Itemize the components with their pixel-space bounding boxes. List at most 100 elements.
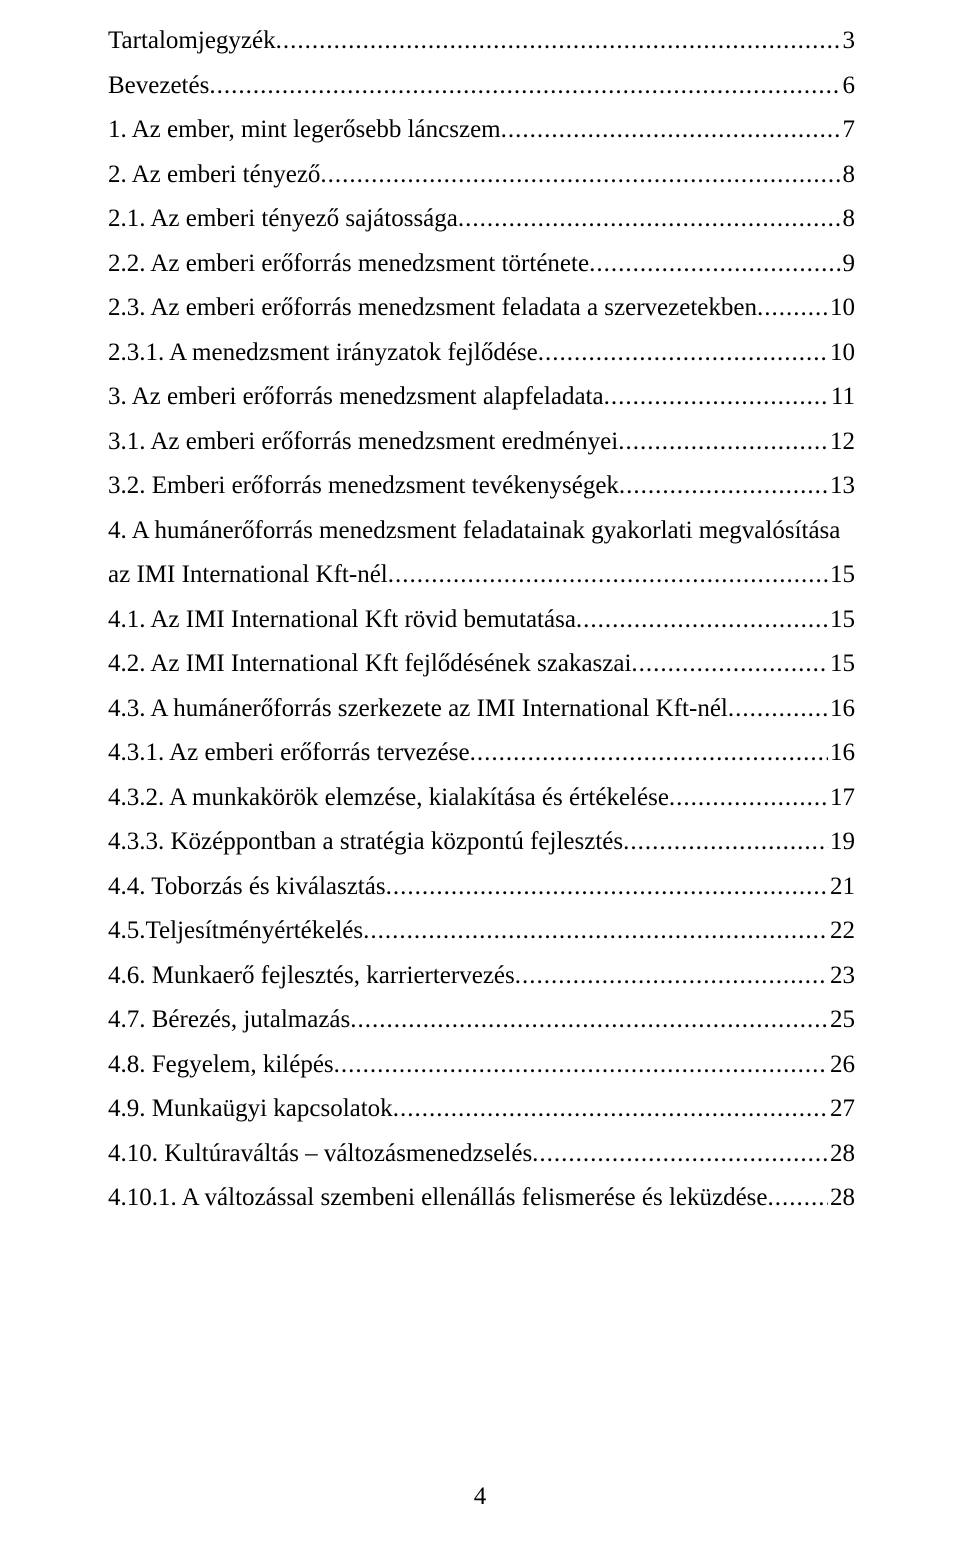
- toc-entry: 4.7. Bérezés, jutalmazás 25: [108, 1007, 855, 1032]
- toc-entry-title: 4.3. A humánerőforrás szerkezete az IMI …: [108, 696, 728, 721]
- toc-entry-page: 15: [828, 607, 855, 632]
- toc-entry-title: 3.1. Az emberi erőforrás menedzsment ere…: [108, 429, 618, 454]
- toc-entry: 2.3.1. A menedzsment irányzatok fejlődés…: [108, 340, 855, 365]
- toc-entry-page: 15: [828, 562, 855, 587]
- toc-entry-title: Tartalomjegyzék: [108, 28, 276, 53]
- toc-leader-dots: [618, 429, 828, 454]
- toc-leader-dots: [669, 785, 828, 810]
- toc-entry-title: 4.9. Munkaügyi kapcsolatok: [108, 1096, 393, 1121]
- toc-entry-page: 9: [841, 251, 856, 276]
- toc-entry: 1. Az ember, mint legerősebb láncszem 7: [108, 117, 855, 142]
- toc-entry-page: 12: [828, 429, 855, 454]
- toc-entry-title: 4.4. Toborzás és kiválasztás: [108, 874, 386, 899]
- toc-entry: 4.4. Toborzás és kiválasztás 21: [108, 874, 855, 899]
- toc-leader-dots: [276, 28, 841, 53]
- toc-leader-dots: [604, 384, 829, 409]
- toc-entry-title: 4.10. Kultúraváltás – változásmenedzselé…: [108, 1141, 532, 1166]
- toc-entry: 4.2. Az IMI International Kft fejlődésén…: [108, 651, 855, 676]
- toc-entry-page: 22: [828, 918, 855, 943]
- toc-leader-dots: [576, 607, 828, 632]
- toc-entry-title: 4.7. Bérezés, jutalmazás: [108, 1007, 350, 1032]
- toc-entry-page: 11: [829, 384, 855, 409]
- toc-entry-title: 2. Az emberi tényező: [108, 162, 320, 187]
- toc-leader-dots: [515, 963, 828, 988]
- toc-entry-title: Bevezetés: [108, 73, 209, 98]
- toc-leader-dots: [501, 117, 841, 142]
- toc-entry-page: 15: [828, 651, 855, 676]
- toc-leader-dots: [589, 251, 840, 276]
- toc-entry: 4.9. Munkaügyi kapcsolatok 27: [108, 1096, 855, 1121]
- toc-entry: 3.1. Az emberi erőforrás menedzsment ere…: [108, 429, 855, 454]
- toc-entry-page: 8: [841, 162, 856, 187]
- toc-entry-page: 23: [828, 963, 855, 988]
- toc-entry-title: 2.2. Az emberi erőforrás menedzsment tör…: [108, 251, 589, 276]
- toc-entry-title: 1. Az ember, mint legerősebb láncszem: [108, 117, 501, 142]
- toc-leader-dots: [388, 562, 828, 587]
- toc-entry-title: 3. Az emberi erőforrás menedzsment alapf…: [108, 384, 604, 409]
- toc-entry-title-line1: 4. A humánerőforrás menedzsment feladata…: [108, 518, 855, 543]
- toc-entry-title: 2.3. Az emberi erőforrás menedzsment fel…: [108, 295, 757, 320]
- toc-leader-dots: [728, 696, 828, 721]
- toc-entry: 4.10. Kultúraváltás – változásmenedzselé…: [108, 1141, 855, 1166]
- table-of-contents: Tartalomjegyzék 3 Bevezetés6 1. Az ember, m…: [108, 28, 855, 1210]
- toc-leader-dots: [458, 206, 841, 231]
- toc-entry: 4.3.1. Az emberi erőforrás tervezése16: [108, 740, 855, 765]
- toc-entry-title: 4.3.2. A munkakörök elemzése, kialakítás…: [108, 785, 669, 810]
- toc-entry-page: 28: [828, 1141, 855, 1166]
- toc-entry-title: 2.1. Az emberi tényező sajátossága: [108, 206, 458, 231]
- toc-entry: 4. A humánerőforrás menedzsment feladata…: [108, 518, 855, 588]
- toc-entry-page: 26: [828, 1052, 855, 1077]
- toc-entry-page: 25: [828, 1007, 855, 1032]
- toc-entry-page: 8: [841, 206, 856, 231]
- toc-leader-dots: [393, 1096, 828, 1121]
- document-page: Tartalomjegyzék 3 Bevezetés6 1. Az ember, m…: [0, 0, 960, 1561]
- toc-leader-dots: [334, 1052, 828, 1077]
- toc-entry: 2.2. Az emberi erőforrás menedzsment tör…: [108, 251, 855, 276]
- toc-entry: 4.6. Munkaerő fejlesztés, karriertervezé…: [108, 963, 855, 988]
- toc-entry: 3. Az emberi erőforrás menedzsment alapf…: [108, 384, 855, 409]
- toc-entry: 4.3. A humánerőforrás szerkezete az IMI …: [108, 696, 855, 721]
- toc-entry-page: 10: [828, 340, 855, 365]
- toc-leader-dots: [768, 1185, 829, 1210]
- toc-entry-page: 16: [828, 740, 855, 765]
- toc-entry: Tartalomjegyzék 3: [108, 28, 855, 53]
- toc-entry-page: 19: [828, 829, 855, 854]
- toc-entry-title: 4.6. Munkaerő fejlesztés, karriertervezé…: [108, 963, 515, 988]
- toc-entry: 4.8. Fegyelem, kilépés26: [108, 1052, 855, 1077]
- toc-leader-dots: [350, 1007, 828, 1032]
- toc-entry-title: 4.1. Az IMI International Kft rövid bemu…: [108, 607, 576, 632]
- toc-entry: 4.5.Teljesítményértékelés 22: [108, 918, 855, 943]
- toc-leader-dots: [532, 1141, 828, 1166]
- toc-entry-page: 21: [828, 874, 855, 899]
- toc-entry: 4.3.3. Középpontban a stratégia központú…: [108, 829, 855, 854]
- toc-entry-title: 2.3.1. A menedzsment irányzatok fejlődés…: [108, 340, 538, 365]
- toc-entry-title: 4.2. Az IMI International Kft fejlődésén…: [108, 651, 631, 676]
- toc-leader-dots: [470, 740, 828, 765]
- toc-leader-dots: [320, 162, 840, 187]
- toc-entry-title: 4.10.1. A változással szembeni ellenállá…: [108, 1185, 768, 1210]
- toc-entry: 2.1. Az emberi tényező sajátossága 8: [108, 206, 855, 231]
- toc-entry: Bevezetés6: [108, 73, 855, 98]
- toc-leader-dots: [631, 651, 828, 676]
- toc-entry-page: 10: [828, 295, 855, 320]
- toc-entry-title: 3.2. Emberi erőforrás menedzsment tevéke…: [108, 473, 619, 498]
- toc-entry-page: 17: [828, 785, 855, 810]
- toc-entry: 4.1. Az IMI International Kft rövid bemu…: [108, 607, 855, 632]
- toc-entry-line2: az IMI International Kft-nél 15: [108, 562, 855, 587]
- page-number: 4: [0, 1483, 960, 1511]
- toc-entry: 3.2. Emberi erőforrás menedzsment tevéke…: [108, 473, 855, 498]
- toc-leader-dots: [538, 340, 828, 365]
- toc-entry-title-line2: az IMI International Kft-nél: [108, 562, 388, 587]
- toc-entry-title: 4.3.3. Középpontban a stratégia központú…: [108, 829, 623, 854]
- toc-entry: 2.3. Az emberi erőforrás menedzsment fel…: [108, 295, 855, 320]
- toc-entry-page: 3: [841, 28, 856, 53]
- toc-entry-title: 4.5.Teljesítményértékelés: [108, 918, 363, 943]
- toc-entry-page: 28: [828, 1185, 855, 1210]
- toc-leader-dots: [363, 918, 828, 943]
- toc-entry-page: 7: [841, 117, 856, 142]
- toc-entry-page: 27: [828, 1096, 855, 1121]
- toc-leader-dots: [623, 829, 828, 854]
- toc-leader-dots: [757, 295, 828, 320]
- toc-entry: 4.10.1. A változással szembeni ellenállá…: [108, 1185, 855, 1210]
- toc-entry-page: 13: [828, 473, 855, 498]
